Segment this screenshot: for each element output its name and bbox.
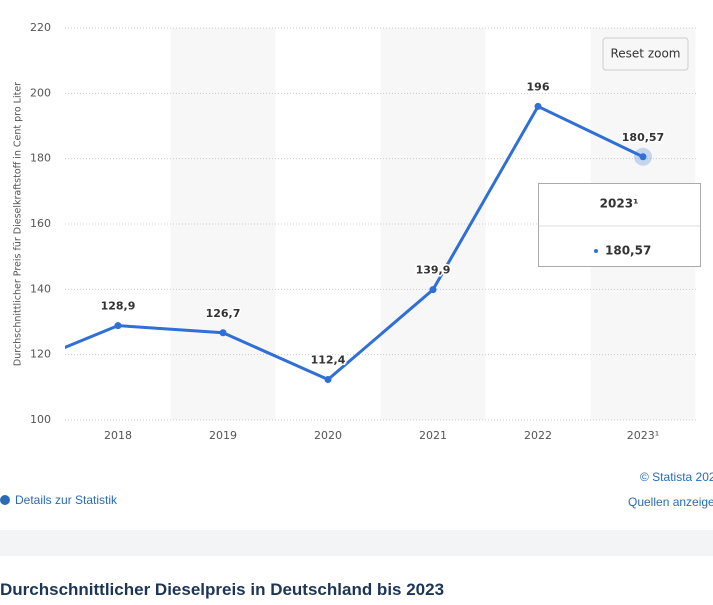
x-tick-label: 2018 — [104, 429, 132, 442]
y-tick-label: 200 — [30, 86, 51, 99]
x-tick-label: 2019 — [209, 429, 237, 442]
copyright[interactable]: © Statista 2023 — [640, 470, 713, 484]
reset-zoom-label[interactable]: Reset zoom — [610, 47, 680, 61]
data-point — [639, 153, 647, 161]
details-text[interactable]: Details zur Statistik — [15, 493, 118, 507]
info-icon — [0, 495, 10, 505]
reset-zoom-button[interactable]: Reset zoom — [602, 37, 689, 71]
data-point — [114, 322, 122, 330]
details-link[interactable]: Details zur Statistik — [0, 493, 117, 507]
separator — [0, 530, 713, 556]
heading: Durchschnittlicher Dieselpreis in Deutsc… — [0, 580, 445, 599]
y-tick-label: 180 — [30, 152, 51, 165]
value-label: 126,7 — [206, 307, 241, 320]
tooltip: 2023¹ 180,57 — [538, 183, 701, 267]
data-point — [219, 329, 227, 337]
x-tick-label: 2021 — [419, 429, 447, 442]
y-tick-label: 120 — [30, 348, 51, 361]
data-point — [324, 375, 332, 383]
tooltip-title: 2023¹ — [600, 197, 639, 211]
plot-band — [170, 28, 276, 420]
y-axis-title: Durchschnittlicher Preis für Dieselkraft… — [13, 82, 24, 366]
y-tick-label: 160 — [30, 217, 51, 230]
value-label: 180,57 — [622, 131, 664, 144]
tooltip-marker — [594, 249, 598, 253]
x-tick-label: 2020 — [314, 429, 342, 442]
value-label: 128,9 — [101, 300, 136, 313]
value-label: 112,4 — [311, 353, 346, 366]
tooltip-value: 180,57 — [605, 244, 651, 258]
y-tick-label: 100 — [30, 413, 51, 426]
x-tick-label: 2022 — [524, 429, 552, 442]
y-tick-label: 220 — [30, 21, 51, 34]
y-tick-label: 140 — [30, 282, 51, 295]
value-label: 139,9 — [416, 264, 451, 277]
data-point — [429, 286, 437, 294]
sources-link[interactable]: Quellen anzeigen — [628, 495, 713, 509]
x-tick-label: 2023¹ — [627, 429, 659, 442]
data-point — [534, 102, 542, 110]
value-label: 196 — [527, 80, 550, 93]
chart: 2018 2019 2020 2021 2022 2023¹ 100 120 140 160 180… — [13, 21, 701, 442]
